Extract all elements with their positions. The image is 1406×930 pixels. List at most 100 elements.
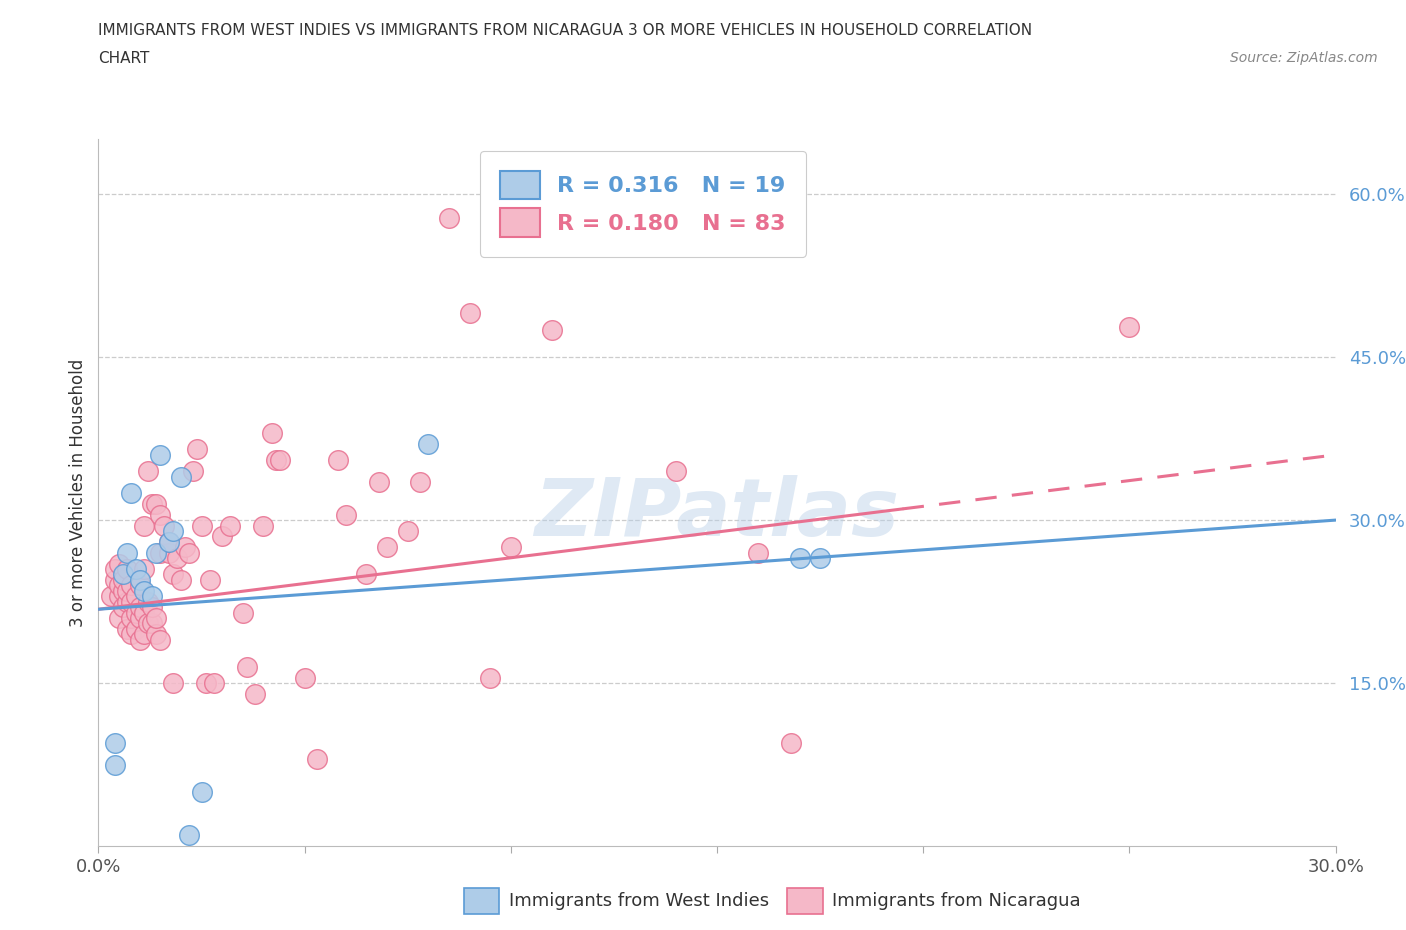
Point [128,578,150,592]
Point [264,453,287,468]
Point [194,676,217,691]
Point [124,621,146,636]
Point [120,594,142,609]
Point [132,627,155,642]
Point [211,529,233,544]
Point [132,562,155,577]
Point [149,632,172,647]
Point [145,610,167,625]
Point [375,539,398,554]
Point [145,497,167,512]
Point [136,594,159,609]
Point [128,632,150,647]
Point [141,589,163,604]
Point [219,518,242,533]
Point [409,474,432,489]
Point [141,600,163,615]
Point [112,583,135,598]
Point [186,442,208,457]
Point [499,539,522,554]
Point [112,600,135,615]
Y-axis label: 3 or more Vehicles in Household: 3 or more Vehicles in Household [69,359,87,627]
Point [132,605,155,620]
Text: IMMIGRANTS FROM WEST INDIES VS IMMIGRANTS FROM NICARAGUA 3 OR MORE VEHICLES IN H: IMMIGRANTS FROM WEST INDIES VS IMMIGRANT… [98,23,1032,38]
Point [136,616,159,631]
Point [190,785,212,800]
Point [157,535,180,550]
Legend: R = 0.316   N = 19, R = 0.180   N = 83: R = 0.316 N = 19, R = 0.180 N = 83 [479,151,806,257]
Point [112,567,135,582]
Point [232,605,254,620]
Point [418,436,440,451]
Point [117,545,139,560]
Point [145,627,167,642]
Point [149,545,172,560]
Point [305,751,328,766]
Point [198,573,221,588]
Point [747,545,769,560]
Point [128,573,150,588]
Point [179,828,201,843]
Point [166,551,188,565]
Point [269,453,291,468]
Point [153,518,176,533]
Point [789,551,811,565]
Point [367,474,389,489]
Point [104,562,127,577]
Point [124,562,146,577]
Point [104,573,127,588]
Point [104,757,127,772]
Point [108,556,131,571]
Point [108,610,131,625]
Point [356,567,378,582]
Point [780,736,803,751]
Point [202,676,225,691]
Point [104,736,127,751]
Text: Immigrants from Nicaragua: Immigrants from Nicaragua [832,892,1081,910]
Point [100,589,122,604]
Point [181,464,204,479]
Point [108,589,131,604]
Point [179,545,201,560]
Point [260,426,283,441]
Point [132,583,155,598]
Point [128,600,150,615]
Point [162,567,184,582]
Point [136,464,159,479]
Point [128,610,150,625]
Point [117,583,139,598]
Point [190,518,212,533]
Point [112,573,135,588]
Point [326,453,349,468]
Point [170,469,193,484]
Point [1118,319,1140,334]
Point [252,518,274,533]
Point [437,210,460,225]
Point [157,545,180,560]
Point [396,524,419,538]
Point [124,589,146,604]
Point [120,627,142,642]
Point [108,578,131,592]
Point [170,573,193,588]
Point [117,594,139,609]
Point [117,621,139,636]
Point [157,535,180,550]
Point [145,545,167,560]
Text: Immigrants from West Indies: Immigrants from West Indies [509,892,769,910]
Text: CHART: CHART [98,51,150,66]
Point [808,551,831,565]
Point [162,676,184,691]
Point [149,507,172,522]
Point [174,539,197,554]
Point [132,518,155,533]
Text: ZIPatlas: ZIPatlas [534,475,900,553]
Point [335,507,357,522]
Point [665,464,688,479]
Point [120,485,142,500]
Point [479,671,502,685]
Point [141,616,163,631]
Point [236,659,259,674]
Point [458,306,481,321]
Point [541,323,564,338]
